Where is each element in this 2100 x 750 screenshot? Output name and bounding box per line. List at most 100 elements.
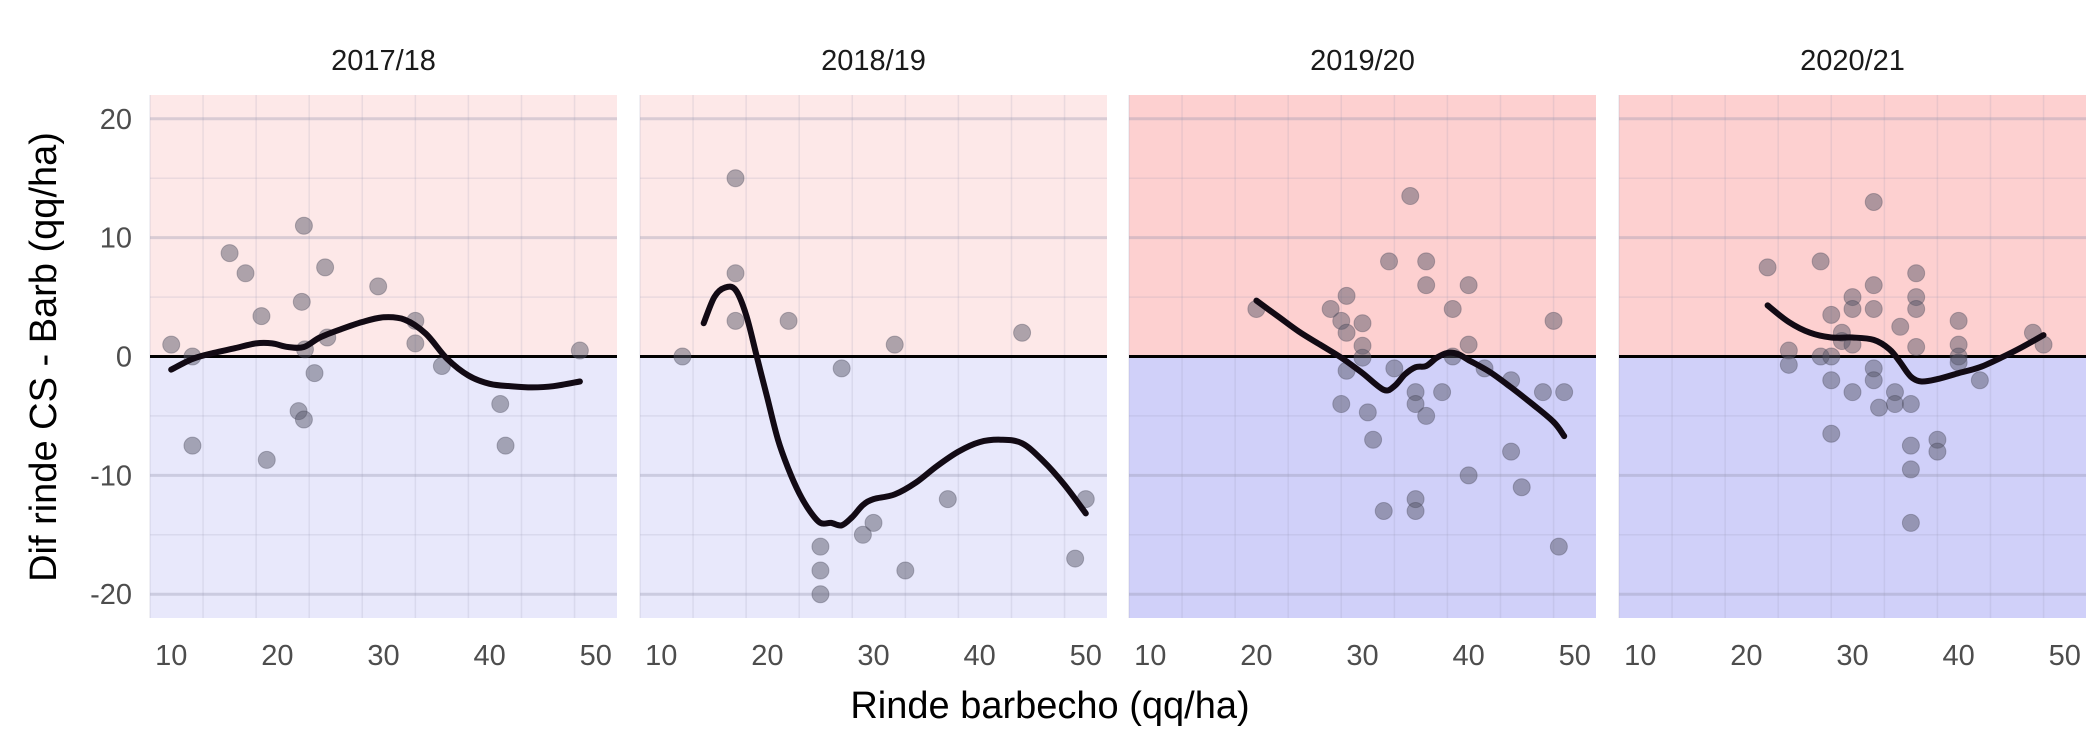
x-tick-label: 30	[857, 640, 889, 672]
data-point	[491, 395, 510, 414]
x-tick-label: 40	[1453, 640, 1485, 672]
data-point	[1502, 442, 1521, 461]
data-point	[938, 490, 957, 509]
data-point	[779, 311, 798, 330]
facet-title: 2020/21	[1800, 45, 1905, 77]
negative-band	[640, 356, 1107, 618]
y-axis-title: Dif rinde CS - Barb (qq/ha)	[23, 132, 65, 582]
data-point	[1364, 430, 1383, 449]
data-point	[1811, 347, 1830, 366]
data-point	[1901, 395, 1920, 414]
data-point	[1949, 335, 1968, 354]
x-tick-label: 40	[964, 640, 996, 672]
data-point	[1779, 341, 1798, 360]
data-point	[1433, 383, 1452, 402]
data-point	[1337, 323, 1356, 342]
data-point	[1843, 299, 1862, 318]
data-point	[1949, 347, 1968, 366]
data-point	[1417, 252, 1436, 271]
data-point	[1885, 395, 1904, 414]
negative-band	[150, 356, 617, 618]
data-point	[1864, 299, 1883, 318]
data-point	[183, 436, 202, 455]
data-point	[1907, 264, 1926, 283]
x-tick-label: 10	[645, 640, 677, 672]
data-point	[496, 436, 515, 455]
x-tick-label: 20	[1730, 640, 1762, 672]
data-point	[1332, 395, 1351, 414]
y-tick-label: -10	[90, 460, 132, 492]
data-point	[1901, 436, 1920, 455]
smooth-curve	[1764, 302, 2047, 385]
x-axis-title: Rinde barbecho (qq/ha)	[850, 685, 1249, 727]
y-tick-label: 0	[116, 342, 132, 374]
data-point	[292, 292, 311, 311]
smooth-curve	[700, 283, 1089, 529]
data-point	[1443, 299, 1462, 318]
x-tick-label: 10	[1624, 640, 1656, 672]
data-point	[1353, 336, 1372, 355]
data-point	[1353, 314, 1372, 333]
data-point	[1864, 359, 1883, 378]
data-point	[1406, 383, 1425, 402]
data-point	[896, 561, 915, 580]
data-point	[305, 364, 324, 383]
data-point	[726, 311, 745, 330]
data-point	[1358, 403, 1377, 422]
panel-1: 2017/18 10 20 30 40 50	[149, 45, 617, 672]
x-tick-label: 20	[1240, 640, 1272, 672]
data-point	[1385, 359, 1404, 378]
positive-band	[640, 95, 1107, 357]
data-point	[1822, 371, 1841, 390]
negative-band	[1129, 356, 1596, 618]
smooth-curve	[168, 314, 583, 391]
smooth-curve	[1253, 297, 1568, 440]
x-tick-label: 30	[1346, 640, 1378, 672]
data-point	[1533, 383, 1552, 402]
data-point	[1843, 383, 1862, 402]
facet-title: 2018/19	[821, 45, 926, 77]
x-tick-label: 30	[1836, 640, 1868, 672]
data-point	[1549, 537, 1568, 556]
data-point	[294, 216, 313, 235]
x-tick-label: 50	[580, 640, 612, 672]
data-point	[1811, 252, 1830, 271]
facet-title: 2019/20	[1310, 45, 1415, 77]
data-point	[1885, 383, 1904, 402]
data-point	[673, 347, 692, 366]
data-point	[811, 561, 830, 580]
data-point	[726, 169, 745, 188]
x-tick-label: 10	[1134, 640, 1166, 672]
data-point	[1843, 288, 1862, 307]
positive-band	[1619, 95, 2086, 357]
data-point	[1459, 466, 1478, 485]
data-point	[289, 402, 308, 421]
data-point	[1417, 406, 1436, 425]
data-point	[726, 264, 745, 283]
panel-3: 2019/20 10 20 30 40 50	[1128, 45, 1596, 672]
data-point	[406, 334, 425, 353]
y-axis: 20 10 0 -10 -20	[90, 104, 132, 611]
data-point	[369, 277, 388, 296]
data-point	[811, 537, 830, 556]
x-tick-label: 10	[155, 640, 187, 672]
x-tick-label: 40	[1943, 640, 1975, 672]
panel-2: 2018/19 10 20 30 40 50	[639, 45, 1107, 672]
data-point	[1864, 192, 1883, 211]
data-point	[1374, 502, 1393, 521]
data-point	[236, 264, 255, 283]
data-point	[1380, 252, 1399, 271]
data-point	[1891, 317, 1910, 336]
data-point	[864, 513, 883, 532]
x-tick-label: 40	[474, 640, 506, 672]
data-point	[1758, 258, 1777, 277]
data-point	[1401, 187, 1420, 206]
data-point	[1459, 276, 1478, 295]
x-tick-label: 50	[2049, 640, 2081, 672]
data-point	[162, 335, 181, 354]
x-tick-label: 30	[367, 640, 399, 672]
data-point	[316, 258, 335, 277]
data-point	[1406, 395, 1425, 414]
data-point	[1901, 513, 1920, 532]
data-point	[1928, 442, 1947, 461]
